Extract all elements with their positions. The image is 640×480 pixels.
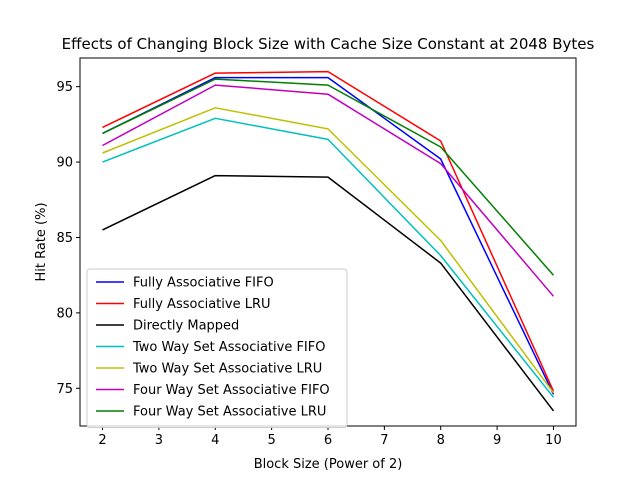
legend-label: Two Way Set Associative FIFO xyxy=(132,340,325,355)
x-tick-label: 2 xyxy=(98,433,106,448)
x-axis-title: Block Size (Power of 2) xyxy=(254,457,403,472)
x-tick-label: 10 xyxy=(545,433,562,448)
y-tick-label: 75 xyxy=(56,382,73,397)
series-line-1 xyxy=(102,76,555,395)
plot-area xyxy=(102,70,555,412)
series-line-7 xyxy=(102,78,555,276)
legend: Fully Associative FIFO Fully Associative … xyxy=(86,268,348,428)
legend-label: Directly Mapped xyxy=(133,319,239,334)
y-tick-label: 95 xyxy=(56,80,73,95)
y-axis: 75 80 85 90 95 xyxy=(56,80,80,397)
x-tick-label: 5 xyxy=(267,433,275,448)
series-line-5 xyxy=(102,107,555,394)
y-axis-title: Hit Rate (%) xyxy=(34,202,49,281)
x-tick-label: 8 xyxy=(437,433,445,448)
x-tick-label: 3 xyxy=(155,433,163,448)
legend-label: Four Way Set Associative FIFO xyxy=(133,383,330,398)
legend-label: Two Way Set Associative LRU xyxy=(132,362,322,377)
y-tick-label: 90 xyxy=(56,156,73,171)
legend-label: Fully Associative FIFO xyxy=(133,276,274,291)
y-tick-label: 85 xyxy=(56,231,73,246)
series-line-2 xyxy=(102,70,555,392)
x-axis: 2 3 4 5 6 7 8 9 10 xyxy=(98,426,562,448)
legend-box xyxy=(86,268,348,428)
series-line-3 xyxy=(102,174,555,412)
x-tick-label: 6 xyxy=(324,433,332,448)
x-tick-label: 7 xyxy=(380,433,388,448)
chart-title: Effects of Changing Block Size with Cach… xyxy=(62,35,595,53)
x-tick-label: 4 xyxy=(211,433,219,448)
x-tick-label: 9 xyxy=(493,433,501,448)
series-line-6 xyxy=(102,84,555,297)
y-tick-label: 80 xyxy=(56,306,73,321)
legend-label: Four Way Set Associative LRU xyxy=(133,405,326,420)
legend-label: Fully Associative LRU xyxy=(133,297,271,312)
series-line-4 xyxy=(102,117,555,398)
